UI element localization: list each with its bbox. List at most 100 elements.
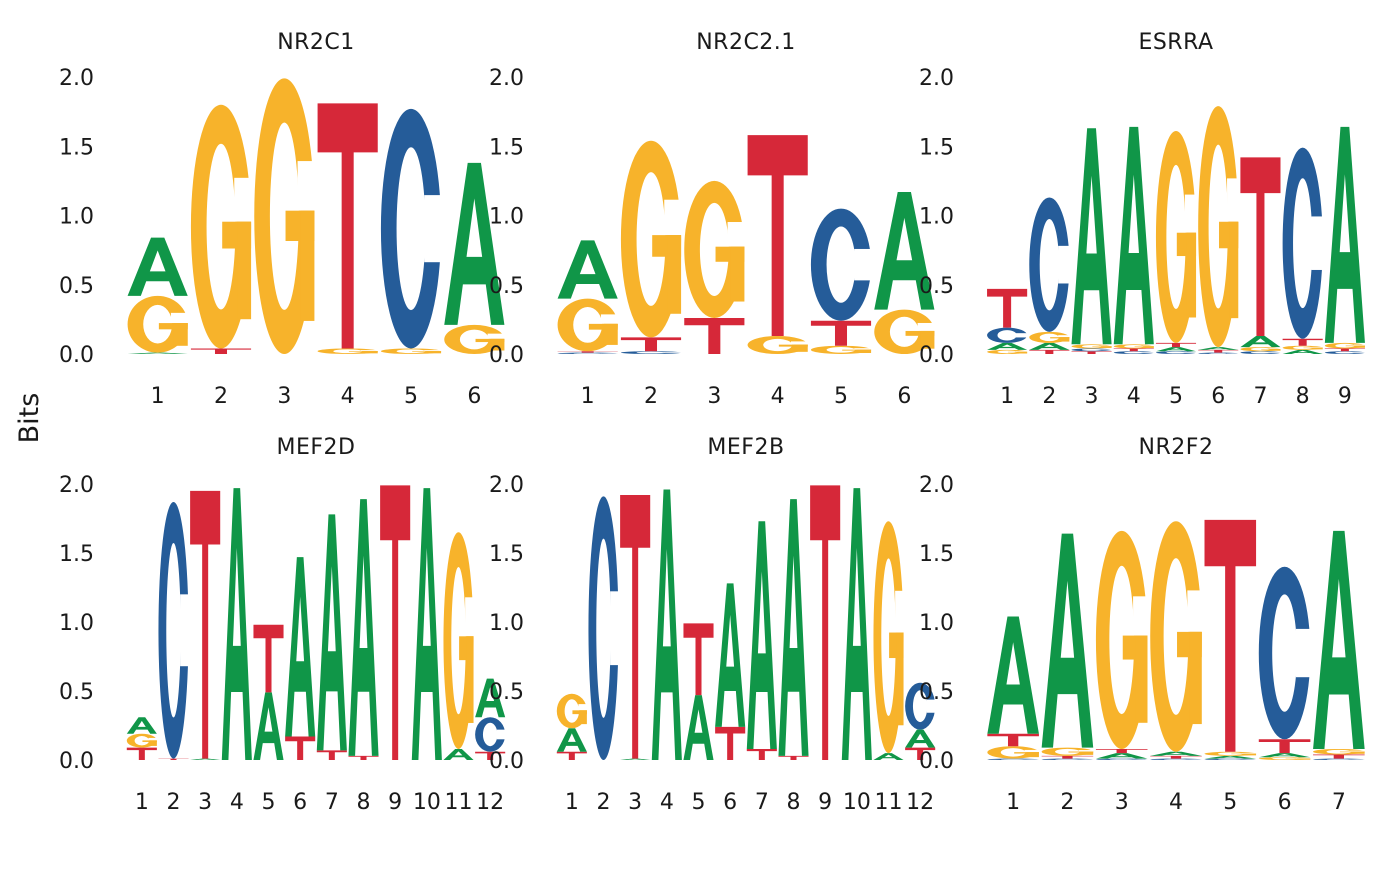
logo-letter-A: [1156, 347, 1196, 351]
logo-letter-A: [1029, 343, 1069, 350]
logo-letter-T: [127, 748, 157, 760]
logo-letter-T: [987, 289, 1027, 328]
y-tick-label: 1.0: [489, 611, 524, 636]
y-tick-label: 1.5: [919, 135, 954, 160]
y-tick-label: 2.0: [59, 66, 94, 91]
logo-letter-T: [684, 318, 744, 354]
logo-letter-A: [444, 163, 504, 325]
logo-letter-T: [1205, 520, 1257, 752]
logo-stack-pos-5: [1156, 131, 1201, 354]
x-tick-label: 5: [1223, 790, 1237, 815]
logo-letter-C: [475, 717, 509, 752]
logo-letter-A: [620, 759, 650, 760]
y-tick-label: 1.5: [489, 542, 524, 567]
logo-letter-T: [1072, 351, 1112, 354]
logo-letter-C: [1283, 148, 1328, 339]
logo-stack-pos-8: [348, 499, 378, 760]
logo-stack-pos-6: [1198, 106, 1243, 354]
y-tick-label: 1.0: [489, 205, 524, 230]
x-tick-label: 8: [1296, 384, 1310, 409]
logo-letter-A: [1198, 347, 1238, 350]
logo-letter-T: [158, 759, 188, 760]
logo-letter-T: [1042, 756, 1094, 759]
logo-letter-T: [317, 750, 347, 760]
logo-letter-G: [1156, 131, 1201, 343]
logo-letter-A: [747, 521, 777, 749]
logo-letter-T: [318, 103, 378, 348]
y-tick-label: 1.0: [59, 611, 94, 636]
logo-stack-pos-11: [443, 532, 477, 760]
logo-letter-A: [842, 488, 872, 760]
logo-stack-pos-2: [588, 496, 622, 760]
y-tick-label: 1.5: [59, 542, 94, 567]
logo-letter-G: [127, 734, 161, 748]
x-tick-label: 2: [1042, 384, 1056, 409]
y-tick-label: 0.5: [919, 274, 954, 299]
logo-stack-pos-4: [222, 488, 252, 760]
logo-letter-C: [621, 351, 688, 354]
logo-letter-C: [987, 759, 1045, 760]
logo-letter-C: [381, 109, 448, 349]
logo-stack-pos-5: [683, 623, 713, 760]
logo-stack-pos-3: [620, 495, 650, 760]
logo-letter-T: [747, 749, 777, 760]
logo-stack-pos-1: [128, 238, 195, 354]
x-tick-label: 3: [707, 384, 721, 409]
logo-letter-G: [318, 348, 385, 354]
logo-stack-pos-1: [127, 717, 161, 760]
logo-letter-C: [1259, 567, 1317, 740]
logo-stack-pos-9: [810, 485, 840, 760]
logo-letter-G: [1096, 531, 1154, 749]
logo-letter-T: [1156, 343, 1196, 347]
logo-letter-G: [1240, 347, 1285, 351]
x-tick-label: 10: [413, 790, 441, 815]
logo-letter-A: [715, 583, 745, 727]
x-tick-label: 1: [565, 790, 579, 815]
logo-letter-T: [987, 734, 1039, 746]
logo-stack-pos-1: [987, 616, 1045, 760]
logo-letter-C: [558, 353, 625, 354]
x-tick-label: 2: [644, 384, 658, 409]
logo-stack-pos-2: [1029, 197, 1074, 354]
x-tick-label: 12: [476, 790, 504, 815]
logo-letter-A: [683, 695, 713, 760]
logo-letter-A: [127, 717, 157, 734]
x-tick-label: 6: [1211, 384, 1225, 409]
logo-stack-pos-7: [1313, 531, 1371, 760]
logo-letter-C: [1114, 351, 1159, 354]
logo-letter-A: [1240, 336, 1280, 347]
y-tick-label: 1.0: [59, 205, 94, 230]
logo-stack-pos-10: [412, 488, 442, 760]
logo-letter-A: [128, 238, 188, 296]
logo-stack-pos-9: [380, 485, 410, 760]
logo-letter-T: [558, 351, 618, 352]
logo-stack-pos-7: [747, 521, 777, 760]
logo-letter-G: [381, 348, 448, 354]
x-tick-label: 3: [628, 790, 642, 815]
logo-letter-A: [412, 488, 442, 760]
logo-letter-A: [1325, 127, 1365, 343]
logo-stack-pos-2: [1042, 534, 1100, 760]
x-tick-label: 11: [875, 790, 903, 815]
logo-letter-A: [1283, 350, 1323, 354]
logo-letter-T: [621, 337, 681, 351]
logo-letter-A: [253, 692, 283, 760]
logo-stack-pos-2: [621, 141, 688, 354]
logo-stack-pos-7: [1240, 157, 1285, 354]
x-tick-label: 2: [167, 790, 181, 815]
logo-letter-G: [1259, 757, 1317, 760]
x-tick-label: 12: [906, 790, 934, 815]
x-tick-label: 4: [1127, 384, 1141, 409]
logo-letter-A: [652, 490, 682, 760]
x-tick-label: 1: [581, 384, 595, 409]
logo-letter-A: [1313, 531, 1365, 749]
logo-letter-A: [285, 557, 315, 736]
logo-stack-pos-5: [381, 109, 448, 354]
panel-title: NR2C2.1: [696, 30, 796, 55]
y-tick-label: 0.5: [919, 680, 954, 705]
y-tick-label: 1.5: [59, 135, 94, 160]
logo-letter-G: [191, 105, 258, 349]
logo-letter-T: [1029, 350, 1069, 354]
